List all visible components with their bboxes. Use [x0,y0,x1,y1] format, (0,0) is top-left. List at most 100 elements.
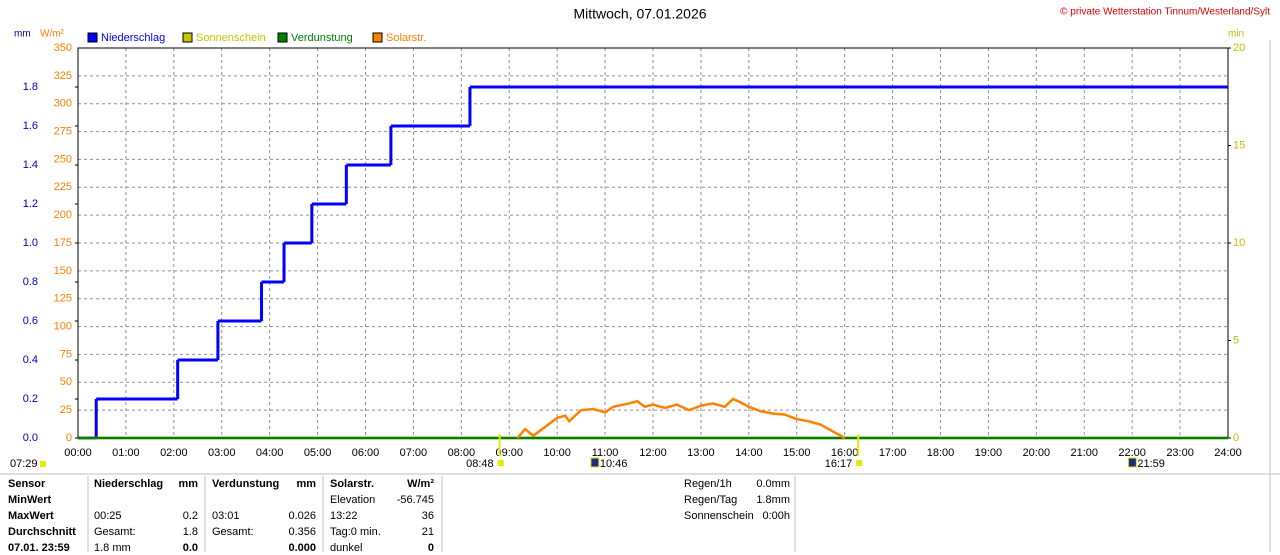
table-cell: Verdunstung [212,478,280,490]
table-cell: Gesamt: [94,526,136,538]
y-tick-label: 0.4 [23,354,38,366]
w-tick-label: 350 [54,42,72,54]
w-tick-label: 175 [54,237,72,249]
legend-label: Niederschlag [101,32,165,44]
table-cell: 0.356 [288,526,316,538]
legend-swatch [182,32,193,43]
x-tick-label: 05:00 [304,447,332,459]
x-tick-label: 22:00 [1118,447,1146,459]
table-cell: 0 [427,542,434,554]
day-marker-icon [590,457,600,468]
x-tick-label: 23:00 [1166,447,1194,459]
y-tick-label: 1.2 [23,198,38,210]
x-tick-label: 08:00 [448,447,476,459]
y-tick-label: 0.0 [23,432,38,444]
table-cell: 21 [421,526,434,538]
x-tick-label: 19:00 [975,447,1003,459]
x-tick-label: 21:00 [1070,447,1098,459]
x-tick-label: 03:00 [208,447,236,459]
w-tick-label: 200 [54,209,72,221]
w-tick-label: 50 [60,376,72,388]
y2-tick-label: 5 [1233,334,1239,346]
table-cell: Solarstr. [330,478,375,490]
y2-tick-label: 0 [1233,432,1239,444]
w-tick-label: 125 [54,293,72,305]
x-tick-label: 14:00 [735,447,763,459]
y-tick-label: 1.4 [23,159,38,171]
table-cell: 13:22 [330,510,358,522]
w-tick-label: 250 [54,153,72,165]
w-tick-label: 300 [54,98,72,110]
x-tick-label: 01:00 [112,447,140,459]
table-cell: 1.8mm [756,494,790,506]
table-cell: -56.745 [396,494,434,506]
y2-tick-label: 20 [1233,42,1245,54]
w-tick-label: 325 [54,70,72,82]
table-cell: 0:00h [762,510,790,522]
table-cell: 0.0mm [756,478,790,490]
x-tick-label: 20:00 [1023,447,1051,459]
table-cell: 03:01 [212,510,240,522]
x-tick-label: 07:00 [400,447,428,459]
table-cell: Tag:0 min. [330,526,381,538]
table-cell: Gesamt: [212,526,254,538]
day-marker-dot [856,460,863,466]
legend-label: Solarstr. [386,32,426,44]
y-tick-label: 1.0 [23,237,38,249]
w-tick-label: 150 [54,265,72,277]
chart-title: Mittwoch, 07.01.2026 [573,6,706,22]
table-cell: mm [296,478,316,490]
table-cell: Sonnenschein [684,510,754,522]
y2-tick-label: 10 [1233,237,1245,249]
table-cell: 00:25 [94,510,122,522]
x-tick-label: 02:00 [160,447,188,459]
y-tick-label: 0.6 [23,315,38,327]
x-tick-label: 15:00 [783,447,811,459]
table-cell: Elevation [330,494,376,506]
table-cell: 0.000 [288,542,316,554]
y2-tick-label: 15 [1233,139,1245,151]
day-marker-label: 21:59 [1137,458,1165,470]
day-marker-icon [1127,457,1137,468]
table-cell: Sensor [8,478,46,490]
table-cell: MinWert [8,494,52,506]
table-cell: MaxWert [8,510,54,522]
table-cell: Regen/Tag [684,494,738,506]
day-marker-dot [497,460,504,466]
x-tick-label: 13:00 [687,447,715,459]
w-tick-label: 225 [54,181,72,193]
x-tick-label: 24:00 [1214,447,1242,459]
w-axis-unit: W/m² [40,29,65,40]
x-tick-label: 12:00 [639,447,667,459]
y-tick-label: 1.6 [23,120,38,132]
x-tick-label: 04:00 [256,447,284,459]
day-marker-label: 16:17 [825,458,853,470]
sunrise-marker [40,461,46,467]
series-line [516,397,846,440]
table-cell: Durchschnitt [8,526,76,538]
table-cell: Regen/1h [684,478,732,490]
table-cell: dunkel [330,542,363,554]
table-cell: 1.8 mm [94,542,131,554]
x-tick-label: 00:00 [64,447,92,459]
w-tick-label: 75 [60,348,72,360]
table-cell: 36 [421,510,434,522]
day-marker-label: 10:46 [600,458,628,470]
table-cell: 1.8 [182,526,198,538]
day-marker-label: 08:48 [466,458,494,470]
table-cell: 0.2 [182,510,198,522]
y-axis-unit: mm [14,29,31,40]
table-cell: 0.0 [182,542,198,554]
y2-axis-unit: min [1228,29,1244,40]
x-tick-label: 18:00 [927,447,955,459]
table-cell: Niederschlag [94,478,164,490]
legend-label: Verdunstung [291,32,353,44]
table-cell: mm [178,478,198,490]
y-tick-label: 0.2 [23,393,38,405]
x-tick-label: 11:00 [592,447,619,459]
legend-swatch [277,32,288,43]
x-tick-label: 17:00 [879,447,907,459]
legend-label: Sonnenschein [196,32,266,44]
table-cell: 07.01. 23:59 [8,542,70,554]
